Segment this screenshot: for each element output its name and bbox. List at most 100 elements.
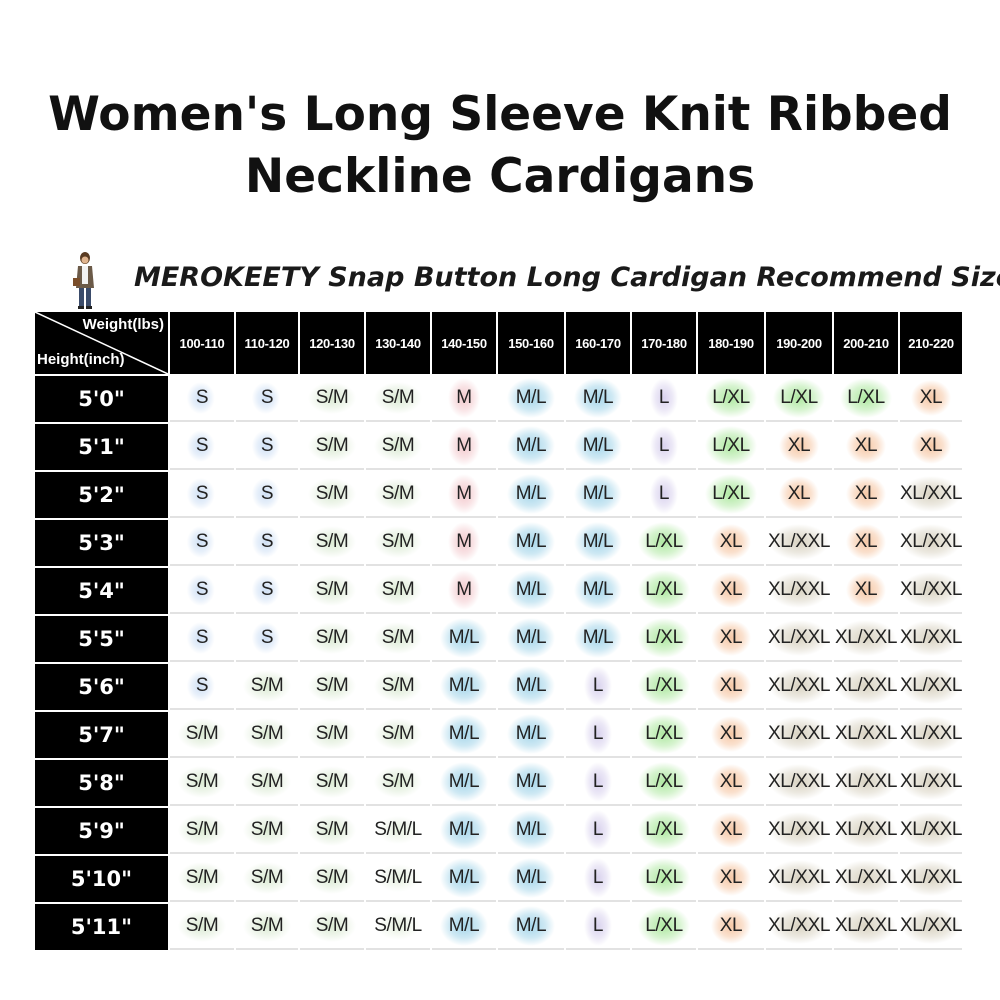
- size-label: XL/XXL: [767, 867, 831, 888]
- weight-header-150-160: 150-160: [498, 312, 564, 374]
- size-cell: M: [432, 424, 496, 470]
- size-cell: L: [566, 712, 630, 758]
- size-label: S/M: [381, 771, 415, 792]
- size-label: M/L: [448, 867, 480, 888]
- size-label: L/XL: [780, 387, 818, 408]
- size-label: M: [456, 531, 472, 552]
- size-cell: L/XL: [632, 520, 696, 566]
- height-header-cell: 5'4": [35, 568, 168, 614]
- size-label: XL/XXL: [834, 627, 898, 648]
- size-cell: S/M: [366, 376, 430, 422]
- size-label: M/L: [448, 819, 480, 840]
- chart-title: MEROKEETY Snap Button Long Cardigan Reco…: [134, 262, 1000, 293]
- size-label: XL: [719, 675, 743, 696]
- weight-header-160-170: 160-170: [566, 312, 630, 374]
- size-label: S: [195, 483, 209, 504]
- size-cell: S/M: [236, 712, 298, 758]
- size-label: M/L: [582, 627, 614, 648]
- size-cell: M/L: [566, 568, 630, 614]
- size-cell: XL: [900, 424, 963, 470]
- table-row: 5'7" S/M S/M S/M S/M M/L M/L L L/XL XL XL/XXL XL/XX…: [35, 712, 962, 758]
- size-label: XL/XXL: [900, 915, 963, 936]
- size-cell: M/L: [566, 424, 630, 470]
- size-cell: S/M: [236, 808, 298, 854]
- size-cell: M/L: [498, 904, 564, 950]
- size-label: XL/XXL: [900, 483, 963, 504]
- size-cell: S/M: [300, 376, 364, 422]
- size-label: M/L: [515, 915, 547, 936]
- size-cell: XL/XXL: [766, 712, 832, 758]
- size-label: XL/XXL: [834, 675, 898, 696]
- size-label: L/XL: [645, 723, 683, 744]
- size-cell: L/XL: [834, 376, 898, 422]
- table-row: 5'8" S/M S/M S/M S/M M/L M/L L L/XL XL XL/XXL XL/XX…: [35, 760, 962, 806]
- size-cell: XL: [698, 856, 764, 902]
- size-label: XL: [787, 435, 811, 456]
- size-cell: XL/XXL: [766, 568, 832, 614]
- size-cell: M: [432, 568, 496, 614]
- size-label: XL/XXL: [767, 771, 831, 792]
- size-cell: S/M: [366, 712, 430, 758]
- size-label: S: [260, 435, 274, 456]
- size-cell: XL/XXL: [834, 808, 898, 854]
- size-label: L/XL: [645, 771, 683, 792]
- size-table-body: 5'0" S S S/M S/M M M/L M/L L L/XL L/XL L/XL XL 5'1" S S…: [35, 376, 962, 950]
- size-label: M/L: [582, 483, 614, 504]
- size-label: XL: [719, 627, 743, 648]
- size-label: M/L: [515, 819, 547, 840]
- size-cell: M: [432, 376, 496, 422]
- size-cell: S/M: [300, 904, 364, 950]
- size-cell: S: [236, 568, 298, 614]
- weight-header-170-180: 170-180: [632, 312, 696, 374]
- size-label: M/L: [448, 723, 480, 744]
- size-cell: M/L: [432, 712, 496, 758]
- size-label: S/M: [315, 819, 349, 840]
- size-label: S: [195, 435, 209, 456]
- size-cell: XL/XXL: [900, 712, 962, 758]
- size-cell: XL: [698, 616, 764, 662]
- size-cell: XL/XXL: [900, 904, 962, 950]
- size-cell: L: [566, 760, 630, 806]
- size-cell: M/L: [432, 760, 496, 806]
- size-chart-table: Weight(lbs) Height(inch) 100-110 110-120 1…: [33, 310, 964, 952]
- size-label: S/M: [315, 435, 349, 456]
- size-cell: L: [566, 904, 630, 950]
- size-cell: S: [170, 568, 234, 614]
- size-cell: L: [632, 472, 696, 518]
- size-label: S: [195, 531, 209, 552]
- table-row: 5'6" S S/M S/M S/M M/L M/L L L/XL XL XL/XXL XL/XXL X…: [35, 664, 962, 710]
- size-cell: S: [236, 376, 298, 422]
- size-label: XL/XXL: [834, 819, 898, 840]
- size-cell: S/M: [300, 520, 364, 566]
- size-label: XL/XXL: [767, 915, 831, 936]
- size-cell: S/M: [300, 808, 364, 854]
- size-cell: S/M: [366, 568, 430, 614]
- size-cell: M/L: [498, 664, 564, 710]
- size-label: S/M: [250, 819, 284, 840]
- size-cell: M/L: [566, 472, 630, 518]
- size-label: M: [456, 435, 472, 456]
- size-cell: L/XL: [632, 568, 696, 614]
- size-label: S: [260, 387, 274, 408]
- size-label: S: [195, 387, 209, 408]
- weight-header-row: Weight(lbs) Height(inch) 100-110 110-120 1…: [35, 312, 963, 374]
- size-label: S/M: [250, 675, 284, 696]
- size-cell: S: [170, 520, 234, 566]
- table-row: 5'10" S/M S/M S/M S/M/L M/L M/L L L/XL XL XL/XXL XL…: [35, 856, 962, 902]
- size-cell: S/M: [170, 712, 234, 758]
- size-cell: L: [632, 424, 696, 470]
- weight-header-190-200: 190-200: [766, 312, 832, 374]
- size-label: XL/XXL: [767, 627, 831, 648]
- size-cell: XL/XXL: [834, 904, 898, 950]
- table-row: 5'1" S S S/M S/M M M/L M/L L L/XL XL XL XL: [35, 424, 963, 470]
- size-label: S/M: [381, 723, 415, 744]
- size-cell: L/XL: [632, 760, 696, 806]
- height-header-cell: 5'8": [35, 760, 168, 806]
- size-cell: L/XL: [632, 664, 696, 710]
- size-label: L: [592, 867, 604, 888]
- size-label: L/XL: [645, 627, 683, 648]
- height-axis-label: Height(inch): [37, 351, 125, 368]
- size-label: S/M: [315, 387, 349, 408]
- size-cell: XL/XXL: [766, 904, 832, 950]
- size-label: L: [592, 819, 604, 840]
